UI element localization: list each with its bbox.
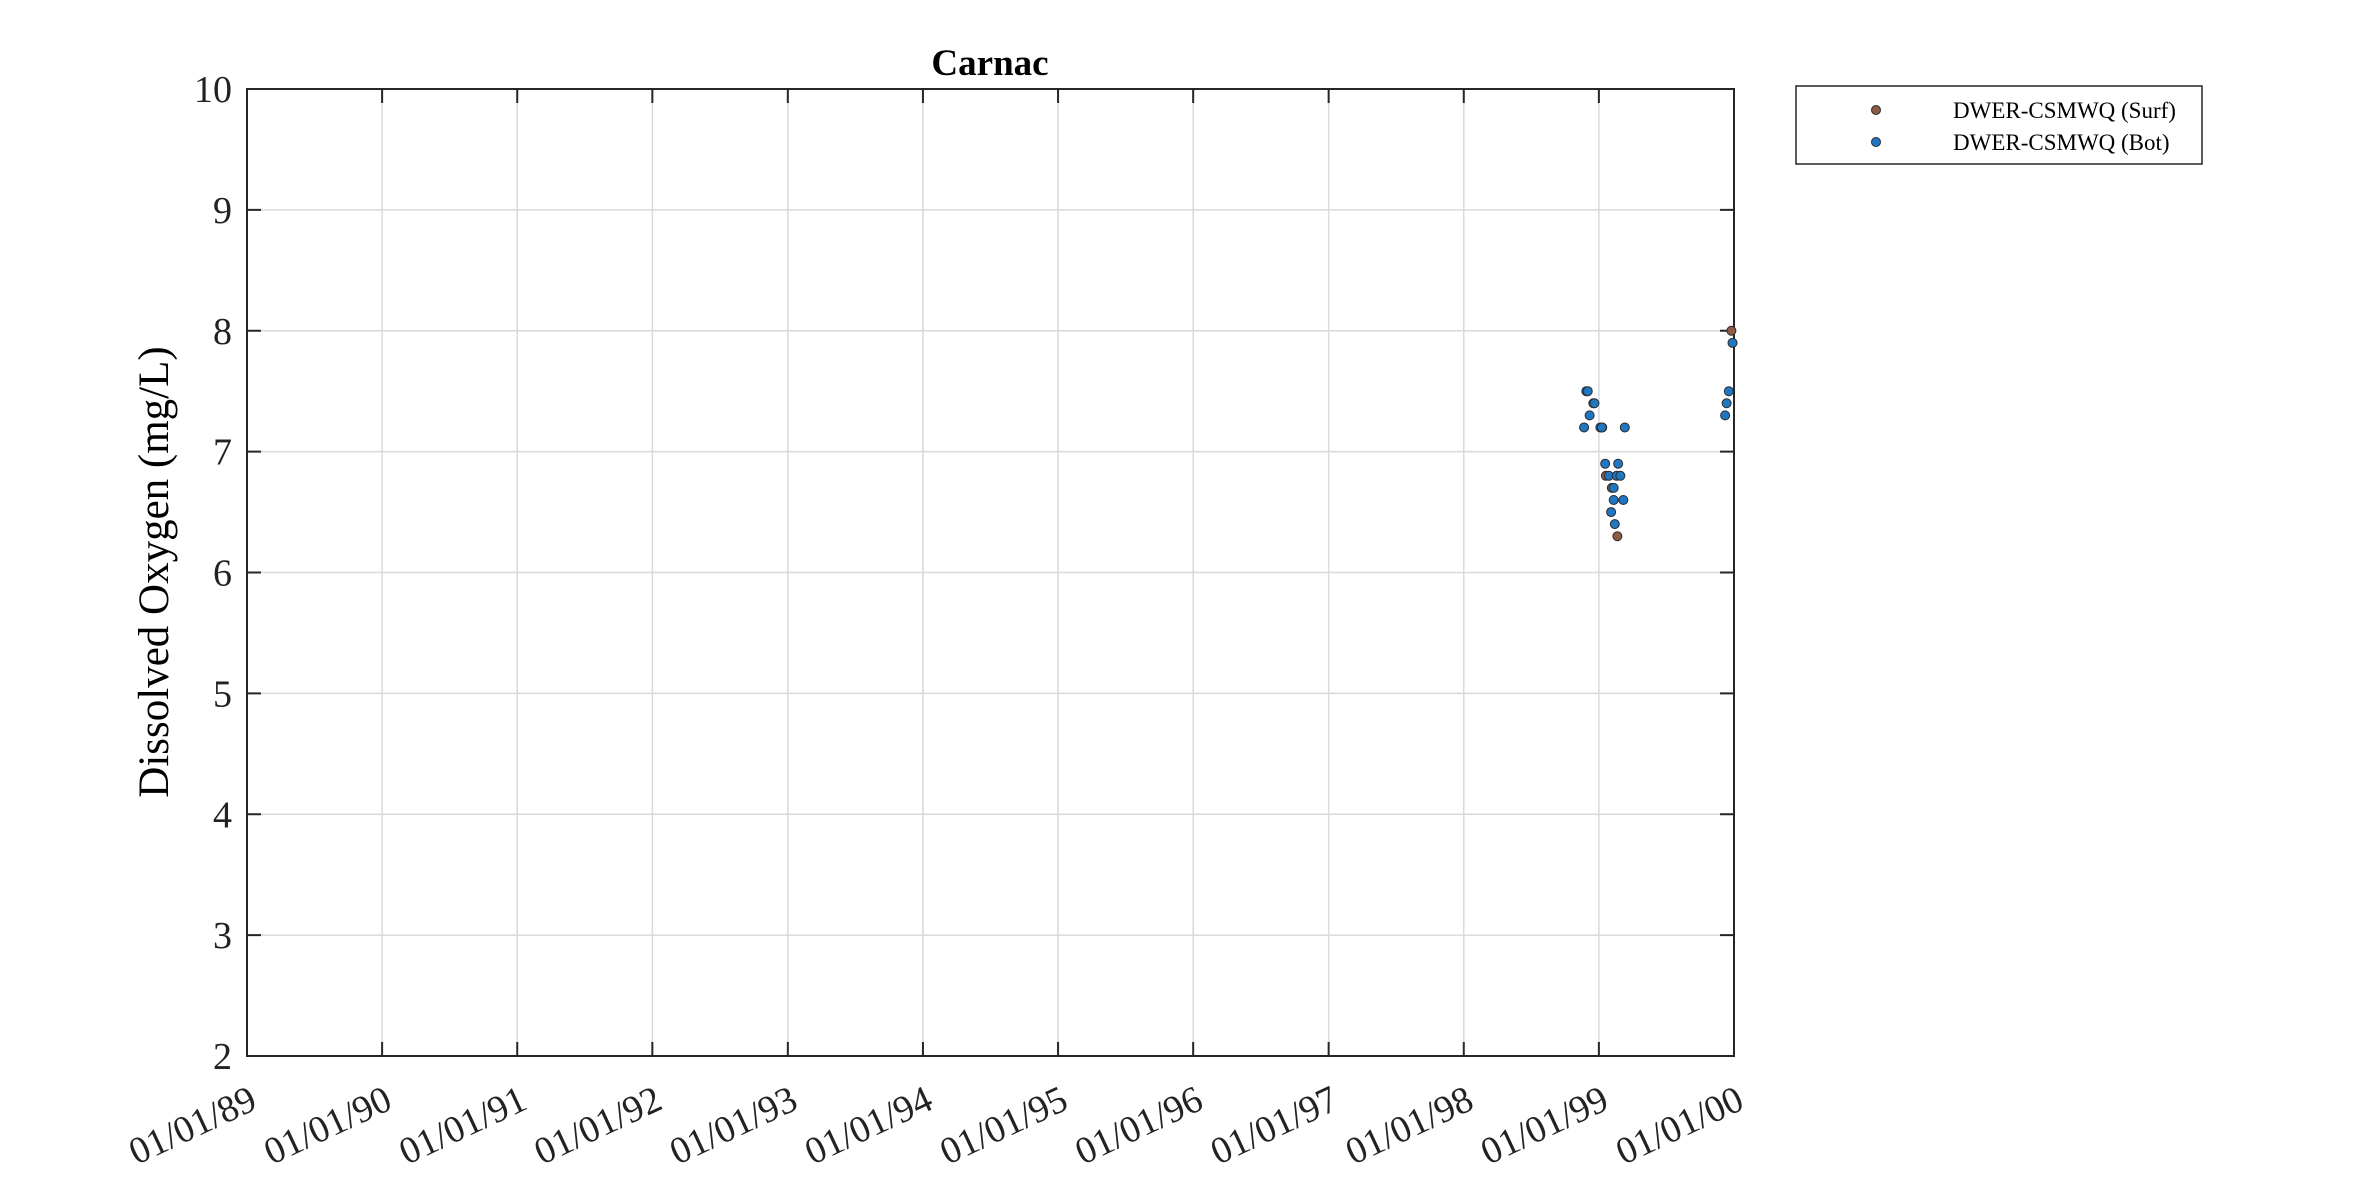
x-tick-label: 01/01/92 (528, 1078, 668, 1173)
legend-box (1795, 85, 2203, 165)
bot-point (1720, 410, 1731, 421)
bot-point (1613, 458, 1624, 469)
x-tick-label: 01/01/89 (123, 1078, 263, 1173)
x-tick-label: 01/01/91 (393, 1078, 533, 1173)
y-tick-label: 8 (213, 311, 232, 353)
y-tick-label: 7 (213, 432, 232, 474)
bot-point (1618, 494, 1629, 505)
y-tick-label: 9 (213, 190, 232, 232)
x-tick-label: 01/01/93 (663, 1078, 803, 1173)
bot-point (1727, 337, 1738, 348)
legend-marker (1871, 105, 1881, 115)
bot-point (1596, 422, 1607, 433)
bot-point (1582, 386, 1593, 397)
y-tick-label: 4 (213, 794, 232, 836)
x-tick-labels: 01/01/8901/01/9001/01/9101/01/9201/01/93… (123, 1078, 1750, 1173)
y-tick-label: 6 (213, 553, 232, 595)
x-tick-label: 01/01/96 (1069, 1078, 1209, 1173)
x-tick-label: 01/01/99 (1474, 1078, 1614, 1173)
y-axis-label: Dissolved Oxygen (mg/L) (131, 346, 178, 797)
x-tick-label: 01/01/95 (934, 1078, 1074, 1173)
x-tick-label: 01/01/98 (1339, 1078, 1479, 1173)
bot-point (1608, 482, 1619, 493)
bot-point (1600, 458, 1611, 469)
x-tick-label: 01/01/97 (1204, 1078, 1344, 1173)
bot-point (1606, 507, 1617, 518)
bot-point (1609, 519, 1620, 530)
y-tick-label: 3 (213, 915, 232, 957)
bot-point (1579, 422, 1590, 433)
y-tick-label: 2 (213, 1036, 232, 1078)
legend: DWER-CSMWQ (Surf) DWER-CSMWQ (Bot) (1795, 85, 2203, 165)
data-points (1579, 325, 1738, 542)
y-tick-label: 5 (213, 673, 232, 715)
bot-point (1619, 422, 1630, 433)
y-tick-label: 10 (194, 69, 232, 111)
bot-point (1721, 398, 1732, 409)
legend-marker (1871, 137, 1881, 147)
surf-point (1726, 325, 1737, 336)
legend-label: DWER-CSMWQ (Surf) (1953, 98, 2176, 123)
x-tick-label: 01/01/94 (799, 1078, 939, 1173)
bot-point (1723, 386, 1734, 397)
y-tick-labels: 2 3 4 5 6 7 8 9 10 (194, 69, 232, 1078)
x-tick-label: 01/01/90 (258, 1078, 398, 1173)
bot-point (1584, 410, 1595, 421)
plot-area (246, 88, 1735, 1057)
bot-point (1608, 494, 1619, 505)
bot-point (1615, 470, 1626, 481)
bot-point (1589, 398, 1600, 409)
chart-title: Carnac (931, 43, 1048, 84)
grid-layer (247, 89, 1734, 1056)
surf-point (1612, 531, 1623, 542)
legend-label: DWER-CSMWQ (Bot) (1953, 130, 2170, 155)
x-tick-label: 01/01/00 (1610, 1078, 1750, 1173)
